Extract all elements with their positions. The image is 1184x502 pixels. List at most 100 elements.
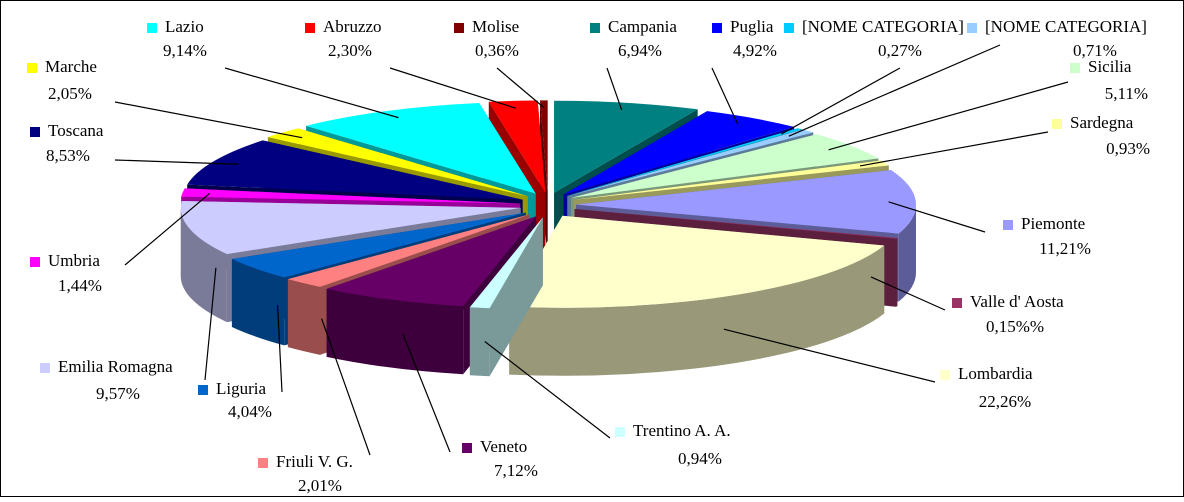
legend-swatch	[27, 63, 37, 73]
leader-line	[389, 67, 516, 109]
leader-line	[828, 81, 1069, 151]
legend-swatch	[967, 23, 977, 33]
slice	[574, 209, 898, 239]
slice-side	[180, 207, 227, 323]
value-label: 0,93%	[1106, 139, 1150, 158]
legend-swatch	[462, 443, 472, 453]
value-label: 0,71%	[1073, 41, 1117, 60]
category-label: Marche	[45, 57, 97, 76]
leader-line	[224, 67, 399, 119]
leader-line	[788, 44, 1001, 137]
category-label: Lazio	[165, 17, 204, 36]
slice-side	[898, 204, 916, 302]
slice	[306, 102, 536, 194]
value-label: 2,01%	[298, 476, 342, 495]
leader-line	[204, 267, 217, 381]
value-label: 1,44%	[58, 276, 102, 295]
legend-swatch	[952, 298, 962, 308]
category-label: Lombardia	[958, 364, 1033, 383]
leader-line	[276, 305, 283, 393]
pie	[180, 100, 916, 377]
value-label: 7,12%	[494, 461, 538, 480]
category-label: Puglia	[730, 17, 774, 36]
slice	[488, 100, 546, 193]
slice	[567, 129, 814, 197]
category-label: Abruzzo	[323, 17, 382, 36]
value-label: 2,30%	[328, 41, 372, 60]
value-label: 0,27%	[878, 41, 922, 60]
legend-swatch	[30, 127, 40, 137]
slice	[267, 128, 528, 197]
value-label: 9,14%	[163, 41, 207, 60]
legend-swatch	[30, 257, 40, 267]
legend-swatch	[1003, 220, 1013, 230]
slice-side	[509, 245, 885, 376]
legend-swatch	[147, 23, 157, 33]
category-label: Sicilia	[1088, 57, 1132, 76]
slice-side	[231, 258, 285, 346]
value-label: 8,53%	[46, 146, 90, 165]
slice	[509, 215, 885, 308]
slice	[469, 217, 543, 309]
leader-line	[114, 101, 303, 139]
slice	[575, 170, 916, 234]
value-label: 9,57%	[96, 384, 140, 403]
slice	[573, 160, 889, 200]
value-label: 0,94%	[678, 449, 722, 468]
slice-side	[287, 279, 320, 355]
category-label: Umbria	[48, 251, 100, 270]
legend-swatch	[940, 370, 950, 380]
legend-swatch	[198, 385, 208, 395]
slice	[326, 216, 537, 307]
value-label: 2,05%	[48, 84, 92, 103]
category-label: Trentino A. A.	[633, 421, 731, 440]
value-label: 4,04%	[228, 402, 272, 421]
value-label: 11,21%	[1039, 239, 1091, 258]
slice	[231, 212, 526, 278]
value-label: 0,36%	[475, 41, 519, 60]
legend-swatch	[1052, 119, 1062, 129]
leader-line	[711, 67, 739, 125]
category-label: Sardegna	[1070, 113, 1134, 132]
value-label: 5,11%	[1105, 84, 1148, 103]
slice-side	[896, 237, 898, 307]
category-label: [NOME CATEGORIA]	[985, 17, 1147, 36]
leader-line	[402, 333, 451, 453]
leader-line	[888, 201, 986, 233]
slice	[539, 100, 548, 193]
legend-swatch	[712, 23, 722, 33]
category-label: Campania	[608, 17, 677, 36]
slice	[554, 100, 698, 193]
slice	[571, 134, 879, 198]
legend-swatch	[784, 23, 794, 33]
category-label: Valle d' Aosta	[970, 292, 1064, 311]
legend-swatch	[1070, 63, 1080, 73]
category-label: [NOME CATEGORIA]	[802, 17, 964, 36]
leader-line	[859, 131, 1049, 167]
value-label: 0,15%%	[986, 317, 1044, 336]
category-label: Veneto	[480, 437, 527, 456]
slice	[563, 111, 795, 195]
leader-line	[606, 67, 623, 111]
value-label: 4,92%	[733, 41, 777, 60]
slice	[180, 201, 521, 255]
legend-swatch	[305, 23, 315, 33]
value-label: 22,26%	[979, 392, 1031, 411]
value-label: 6,94%	[618, 41, 662, 60]
slice	[187, 140, 523, 200]
category-label: Liguria	[216, 379, 266, 398]
leader-line	[484, 341, 611, 439]
leader-line	[124, 192, 211, 266]
category-label: Emilia Romagna	[58, 357, 173, 376]
slice-side	[469, 307, 490, 377]
legend-swatch	[615, 427, 625, 437]
slice	[567, 128, 802, 196]
category-label: Toscana	[48, 121, 104, 140]
legend-swatch	[590, 23, 600, 33]
leader-line	[870, 276, 946, 311]
leader-line	[780, 67, 901, 135]
legend-swatch	[258, 458, 268, 468]
slice	[287, 214, 530, 287]
slice	[181, 188, 521, 204]
